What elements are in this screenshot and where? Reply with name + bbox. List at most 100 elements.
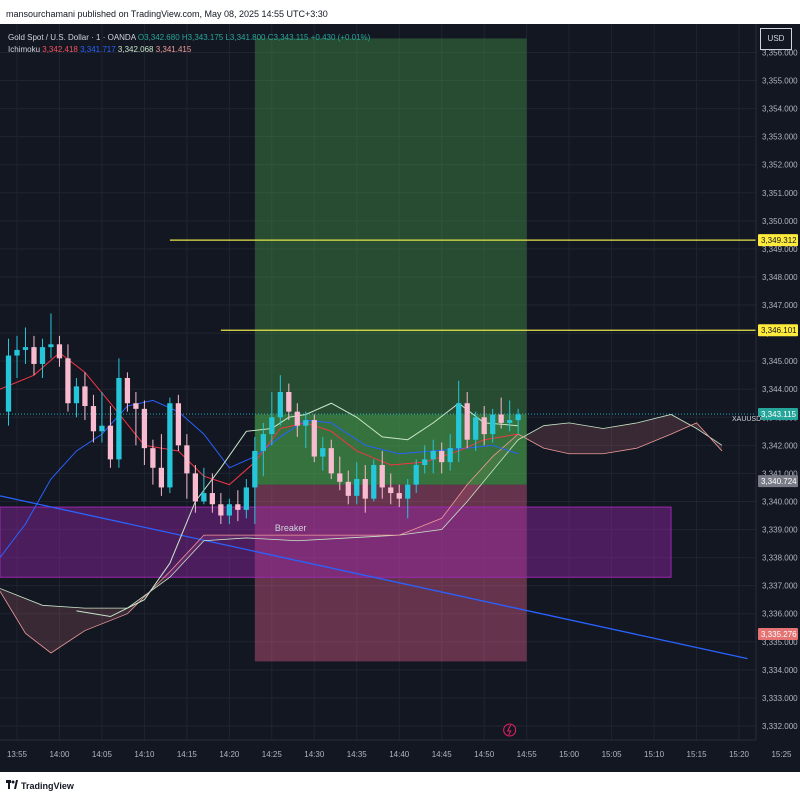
- candle: [277, 375, 283, 426]
- candle-body: [192, 473, 199, 502]
- level-price-tag-bg: [758, 324, 798, 337]
- candle-body: [65, 358, 71, 404]
- candle: [430, 439, 436, 474]
- candle: [107, 406, 114, 468]
- candle: [243, 479, 249, 519]
- candle-body: [405, 484, 411, 499]
- candle: [116, 358, 122, 468]
- candle: [39, 338, 46, 378]
- span-b-line: [0, 422, 723, 654]
- chart-svg[interactable]: Breaker 3,332.000 3,333.000 3,334.000 3,335.…: [0, 20, 800, 772]
- time-tick-label: 15:10: [644, 750, 665, 759]
- ichimoku-cloud: [0, 414, 723, 654]
- candle: [192, 464, 199, 513]
- candle-body: [175, 403, 182, 446]
- candle-body: [396, 493, 402, 499]
- candle-body: [515, 414, 521, 421]
- current-price-tag-bg: [758, 408, 798, 421]
- candle: [311, 414, 317, 463]
- candle: [490, 408, 496, 443]
- zone-breaker: [0, 506, 672, 578]
- price-tick-label: 3,347.000: [762, 301, 798, 310]
- time-tick-label: 14:35: [347, 750, 368, 759]
- candle-body: [269, 417, 275, 435]
- candle-body: [90, 406, 97, 432]
- price-tick-label: 3,355.000: [762, 77, 798, 86]
- candle-body: [116, 377, 122, 460]
- candle-body: [56, 344, 63, 359]
- time-tick-label: 15:05: [602, 750, 623, 759]
- base-line: [0, 399, 519, 558]
- time-axis-bg: [0, 740, 800, 772]
- time-tick-label: 14:20: [219, 750, 240, 759]
- candle-body: [184, 445, 190, 474]
- candle: [422, 445, 428, 474]
- zone-stop: [254, 484, 527, 662]
- level-price-tag-bg: [758, 234, 798, 247]
- span-a-line: [0, 414, 723, 609]
- candle: [464, 392, 470, 449]
- candle-body: [371, 464, 377, 499]
- candle: [260, 422, 266, 477]
- price-tick-label: 3,356.000: [762, 48, 798, 57]
- trend-line: [0, 495, 748, 660]
- candle: [158, 434, 165, 496]
- candle: [218, 493, 224, 524]
- candle: [294, 403, 300, 437]
- candle-body: [209, 493, 215, 505]
- time-tick-label: 14:40: [389, 750, 410, 759]
- time-tick-label: 14:45: [432, 750, 453, 759]
- marker-price-tag-text: 3,340.724: [761, 477, 797, 486]
- candle-body: [107, 425, 114, 460]
- candle-body: [82, 386, 88, 407]
- candle: [175, 394, 182, 451]
- ichimoku-value-2: 3,341.717: [80, 45, 116, 54]
- flash-icon: [503, 723, 517, 737]
- current-price-tag-text: 3,343.115: [761, 410, 797, 419]
- candle-body: [379, 464, 385, 488]
- stop-price-tag: 3,335.276: [758, 628, 798, 641]
- candle-body: [201, 493, 207, 502]
- candle-body: [430, 450, 436, 460]
- candle-body: [507, 420, 513, 423]
- symbol-title: Gold Spot / U.S. Dollar · 1 · OANDA: [8, 33, 136, 42]
- candle: [269, 392, 275, 446]
- ichimoku-value-4: 3,341.415: [155, 45, 192, 54]
- time-tick-label: 14:05: [92, 750, 113, 759]
- candle-body: [345, 481, 351, 496]
- candle-body: [286, 392, 292, 412]
- candle-body: [481, 417, 487, 435]
- marker-price-tag: 3,340.724: [758, 475, 798, 488]
- time-tick-label: 14:00: [49, 750, 70, 759]
- candle: [226, 498, 232, 524]
- tradingview-logo-icon: [6, 780, 18, 789]
- time-tick-label: 15:15: [687, 750, 708, 759]
- candle: [252, 436, 258, 524]
- price-tick-label: 3,352.000: [762, 161, 798, 170]
- candle-body: [337, 473, 343, 482]
- currency-button[interactable]: USD: [760, 28, 792, 50]
- price-axis-bg: [756, 20, 800, 740]
- candle: [498, 397, 504, 429]
- candle-body: [167, 403, 173, 488]
- time-tick-label: 14:15: [177, 750, 198, 759]
- candle: [413, 459, 419, 494]
- time-tick-label: 14:30: [304, 750, 325, 759]
- price-tick-label: 3,337.000: [762, 582, 798, 591]
- candle: [141, 400, 148, 465]
- candle: [133, 392, 139, 446]
- chart-area[interactable]: Breaker 3,332.000 3,333.000 3,334.000 3,335.…: [0, 20, 800, 772]
- price-tick-label: 3,340.000: [762, 497, 798, 506]
- time-tick-label: 15:00: [559, 750, 580, 759]
- candle-body: [218, 504, 224, 516]
- publish-bar: mansourchamani published on TradingView.…: [0, 0, 800, 24]
- indicator-name: Ichimoku: [8, 45, 41, 54]
- time-tick-label: 13:55: [7, 750, 28, 759]
- candle: [5, 338, 12, 426]
- candle: [507, 400, 513, 432]
- candle: [73, 377, 80, 418]
- candle: [150, 439, 156, 485]
- price-tick-label: 3,351.000: [762, 189, 798, 198]
- price-tick-label: 3,349.000: [762, 245, 798, 254]
- price-tick-label: 3,333.000: [762, 694, 798, 703]
